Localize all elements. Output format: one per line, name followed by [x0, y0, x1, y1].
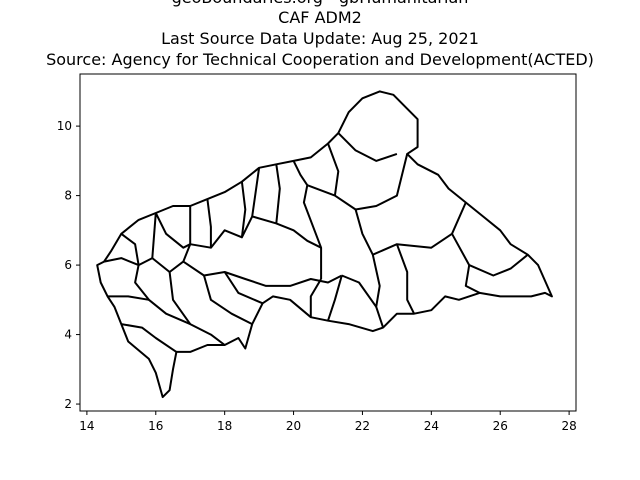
x-tick-label: 20 [286, 419, 301, 433]
district-boundary [107, 295, 150, 301]
map-title-source-agency: Source: Agency for Technical Cooperation… [46, 50, 594, 69]
district-boundary [134, 264, 226, 346]
district-boundary [240, 181, 247, 238]
x-tick-label: 24 [424, 419, 439, 433]
district-boundary [251, 215, 322, 249]
x-axis: 14 16 18 20 22 24 26 28 [79, 411, 577, 433]
map-title-update-date: Last Source Data Update: Aug 25, 2021 [161, 29, 479, 48]
district-boundary [341, 274, 378, 308]
district-boundary [306, 153, 409, 211]
y-tick-label: 6 [64, 258, 72, 272]
district-boundary [354, 209, 385, 328]
plot-frame [79, 73, 577, 412]
y-tick-label: 8 [64, 189, 72, 203]
y-tick-label: 10 [57, 119, 72, 133]
map-title-source-site: geoBoundaries.org - gbHumanitarian [0, 0, 640, 8]
district-boundary [168, 271, 192, 325]
district-boundary [337, 132, 398, 162]
district-boundary [327, 143, 340, 196]
district-boundary [154, 212, 191, 249]
x-tick-label: 22 [355, 419, 370, 433]
x-tick-label: 28 [561, 419, 576, 433]
district-boundary [206, 198, 212, 248]
country-outline [96, 90, 553, 399]
district-boundary [395, 243, 415, 315]
district-boundary [223, 271, 263, 305]
y-tick-label: 4 [64, 328, 72, 342]
x-tick-label: 18 [217, 419, 232, 433]
x-tick-label: 14 [79, 419, 94, 433]
district-boundary [451, 233, 529, 277]
district-boundary [327, 275, 343, 322]
map-title-dataset: CAF ADM2 [278, 8, 362, 27]
district-boundary [203, 275, 253, 325]
x-tick-label: 26 [493, 419, 508, 433]
y-tick-label: 2 [64, 397, 72, 411]
district-boundary [464, 264, 481, 294]
boundary-layer [96, 90, 553, 399]
district-boundary [190, 167, 261, 249]
district-boundary [372, 202, 467, 256]
district-boundary [121, 323, 177, 353]
district-boundary [275, 164, 281, 224]
district-boundary [182, 260, 343, 287]
district-boundary [292, 160, 323, 279]
x-tick-label: 16 [148, 419, 163, 433]
district-boundary [151, 212, 157, 259]
district-boundary [120, 233, 140, 266]
y-axis: 2 4 6 8 10 [57, 119, 80, 411]
district-boundary [103, 257, 153, 267]
district-boundary [309, 278, 322, 318]
